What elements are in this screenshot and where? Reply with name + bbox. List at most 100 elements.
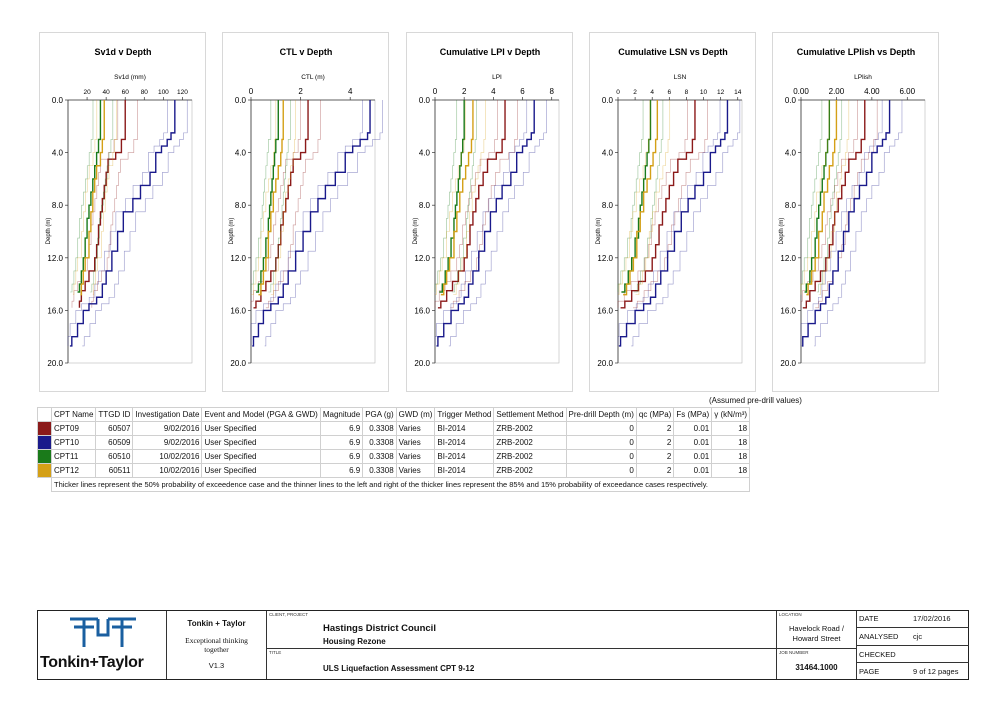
chart-svg: CTL v Depth CTL (m) Depth (m) 0.0 4.0 8.0 12.0…	[229, 47, 383, 368]
y-tick-label: 8.0	[785, 201, 797, 210]
cell: 0	[565, 435, 637, 450]
series-cpt11	[250, 100, 291, 293]
location-label: LOCATION	[779, 612, 802, 617]
logo-text: Tonkin+Taylor	[40, 654, 144, 671]
y-tick-label: 0.0	[52, 96, 64, 105]
cell: 2	[635, 449, 675, 464]
series-cpt11	[70, 100, 114, 293]
x-axis-label: Sv1d (mm)	[114, 74, 146, 81]
y-tick-label: 0.0	[235, 96, 247, 105]
series-line	[255, 100, 279, 293]
x-tick-label: 120	[177, 89, 188, 96]
analysed-value: cjc	[913, 632, 923, 641]
series-line	[618, 100, 729, 347]
job-number: 31464.1000	[795, 663, 838, 672]
y-tick-label: 20.0	[780, 359, 796, 368]
title-section: TITLE ULS Liquefaction Assessment CPT 9-…	[267, 649, 776, 681]
col-header: Fs (MPa)	[673, 407, 713, 422]
tt-logo-icon	[70, 617, 136, 647]
cell: User Specified	[201, 463, 321, 478]
series-band-line	[451, 100, 477, 293]
col-header: γ (kN/m³)	[711, 407, 751, 422]
cell: CPT12	[50, 463, 97, 478]
assumed-values-note: (Assumed pre-drill values)	[709, 396, 802, 405]
series-cpt12	[800, 100, 850, 296]
x-tick-label: 20	[83, 89, 91, 96]
table-row: CPT10 60509 9/02/2016 User Specified 6.9…	[37, 435, 751, 450]
cell: 0	[565, 421, 637, 436]
y-tick-label: 8.0	[602, 201, 614, 210]
y-tick-label: 4.0	[602, 149, 614, 158]
x-tick-label: 2	[298, 87, 303, 96]
chart-title: Cumulative LSN vs Depth	[618, 47, 728, 57]
cell: BI-2014	[434, 449, 495, 464]
series-band-line	[89, 100, 114, 293]
cell: 6.9	[319, 463, 364, 478]
col-header: Pre-drill Depth (m)	[565, 407, 637, 422]
series-band-line	[815, 100, 878, 309]
series-band-line	[453, 100, 486, 295]
cell: 0.01	[673, 421, 713, 436]
series-line	[437, 100, 506, 309]
cell: 0.3308	[362, 435, 397, 450]
y-tick-label: 12.0	[780, 254, 796, 263]
cell: 6.9	[319, 449, 364, 464]
y-tick-label: 12.0	[230, 254, 246, 263]
series-line	[801, 100, 891, 347]
y-tick-label: 16.0	[597, 306, 613, 315]
y-tick-label: 0.0	[785, 96, 797, 105]
x-tick-label: 0.00	[793, 87, 809, 96]
chart-title: CTL v Depth	[280, 47, 333, 57]
x-tick-label: 10	[700, 89, 708, 96]
cell: 6.9	[319, 435, 364, 450]
x-axis-label: LPlish	[854, 74, 872, 81]
chart-svg: Cumulative LPlish vs Depth LPlish Depth (m…	[779, 47, 926, 368]
series-line	[253, 100, 309, 309]
checked-label: CHECKED	[859, 650, 896, 659]
y-tick-label: 12.0	[597, 254, 613, 263]
series-line	[623, 100, 659, 296]
series-band-line	[632, 100, 708, 309]
cell: 0	[565, 463, 637, 478]
series-band-line	[631, 100, 741, 347]
x-tick-label: 80	[141, 89, 149, 96]
meta-row-checked: CHECKED	[857, 646, 969, 663]
y-tick-label: 20.0	[230, 359, 246, 368]
legend-swatch	[37, 421, 52, 436]
series-band-line	[251, 100, 277, 295]
chart-title: Sv1d v Depth	[94, 47, 151, 57]
project-name: Housing Rezone	[323, 637, 386, 646]
series-cpt12	[251, 100, 296, 296]
series-line	[806, 100, 838, 296]
series-cpt09	[617, 100, 708, 309]
series-band-line	[92, 100, 117, 295]
cpt-table: CPT Name TTGD ID Investigation Date Even…	[37, 407, 751, 492]
y-tick-label: 12.0	[47, 254, 63, 263]
col-header: Magnitude	[319, 407, 364, 422]
series-band-line	[635, 100, 671, 295]
x-tick-label: 2.00	[829, 87, 845, 96]
legend-swatch	[37, 463, 52, 478]
analysed-label: ANALYSED	[859, 632, 899, 641]
drawing-title: ULS Liquefaction Assessment CPT 9-12	[323, 664, 475, 673]
col-header: qc (MPa)	[635, 407, 675, 422]
y-tick-label: 8.0	[52, 201, 64, 210]
series-cpt10	[434, 100, 547, 347]
x-tick-label: 8	[549, 87, 554, 96]
series-line	[77, 100, 102, 293]
series-line	[440, 100, 474, 296]
series-band-line	[800, 100, 830, 295]
cell: CPT09	[50, 421, 97, 436]
chart-svg: Cumulative LPI v Depth LPI Depth (m) 0.0 4.0…	[413, 47, 560, 368]
cell: BI-2014	[434, 421, 495, 436]
series-band-line	[814, 100, 903, 347]
x-tick-label: 6	[667, 89, 671, 96]
project-cell: CLIENT, PROJECT Hastings District Counci…	[267, 611, 777, 679]
series-line	[252, 100, 371, 347]
company-cell: Tonkin + Taylor Exceptional thinking tog…	[167, 611, 267, 679]
series-band-line	[250, 100, 363, 346]
x-tick-label: 4.00	[864, 87, 880, 96]
cell: User Specified	[201, 421, 321, 436]
cell: ZRB-2002	[493, 435, 567, 450]
cell: 2	[635, 435, 675, 450]
